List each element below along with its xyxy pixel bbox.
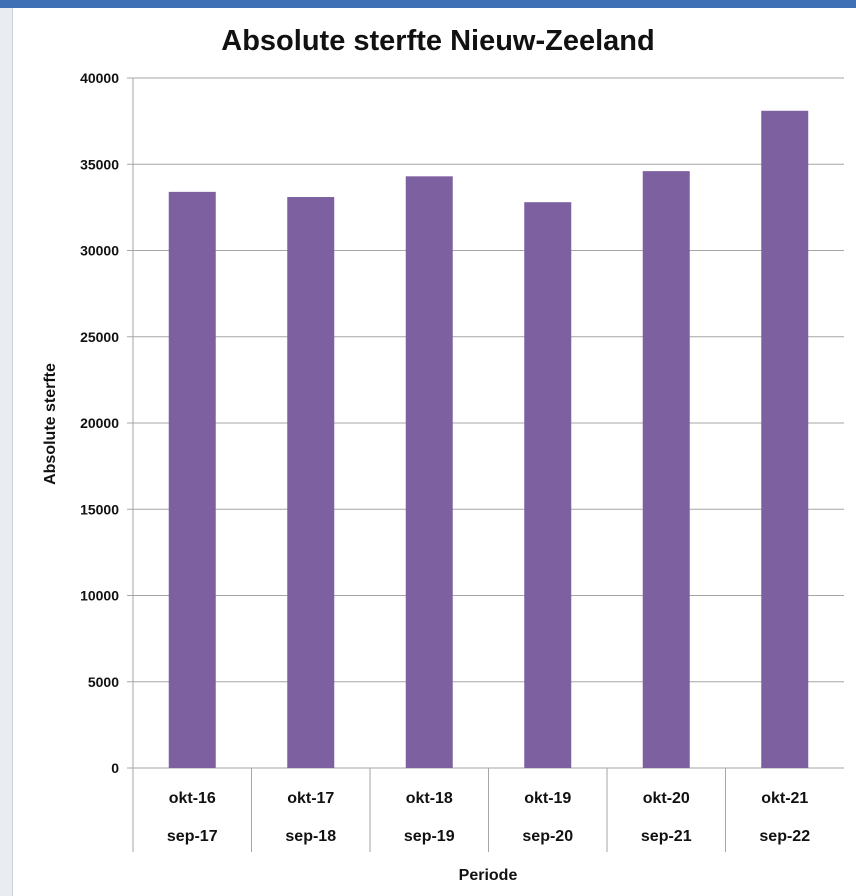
x-category-label: okt-17 [287, 790, 334, 807]
y-tick-label: 30000 [80, 243, 119, 259]
x-category-label: okt-16 [169, 790, 216, 807]
x-axis-title: Periode [459, 867, 518, 884]
bar [761, 110, 809, 768]
x-category-label: sep-17 [167, 828, 218, 845]
bar [524, 202, 572, 768]
x-category-label: sep-19 [404, 828, 455, 845]
x-category-label: okt-20 [643, 790, 690, 807]
y-tick-label: 20000 [80, 415, 119, 431]
y-tick-label: 25000 [80, 329, 119, 345]
x-category-label: okt-19 [524, 790, 571, 807]
y-axis-title: Absolute sterfte [42, 363, 59, 485]
x-category-label: sep-18 [285, 828, 336, 845]
x-category-label: okt-21 [761, 790, 808, 807]
y-tick-label: 10000 [80, 588, 119, 604]
y-tick-label: 40000 [80, 70, 119, 86]
bars [168, 110, 809, 769]
x-axis-categories: okt-16 sep-17 okt-17 sep-18 okt-18 sep-19 okt-… [167, 790, 810, 845]
chart-title: Absolute sterfte Nieuw-Zeeland [221, 25, 654, 57]
window-left-edge [0, 8, 13, 896]
x-category-label: okt-18 [406, 790, 453, 807]
x-category-label: sep-21 [641, 828, 692, 845]
y-tick-label: 0 [111, 760, 119, 776]
bar [168, 191, 216, 769]
bar [642, 171, 690, 768]
y-axis-ticks: 0 5000 10000 15000 20000 25000 30000 35000 40000 [80, 70, 119, 776]
window-top-bar [0, 0, 856, 8]
bar [287, 197, 335, 768]
y-tick-label: 35000 [80, 156, 119, 172]
bar [405, 176, 453, 768]
x-category-label: sep-20 [522, 828, 573, 845]
gridlines [127, 77, 844, 852]
x-category-label: sep-22 [759, 828, 810, 845]
y-tick-label: 5000 [88, 674, 119, 690]
y-tick-label: 15000 [80, 501, 119, 517]
